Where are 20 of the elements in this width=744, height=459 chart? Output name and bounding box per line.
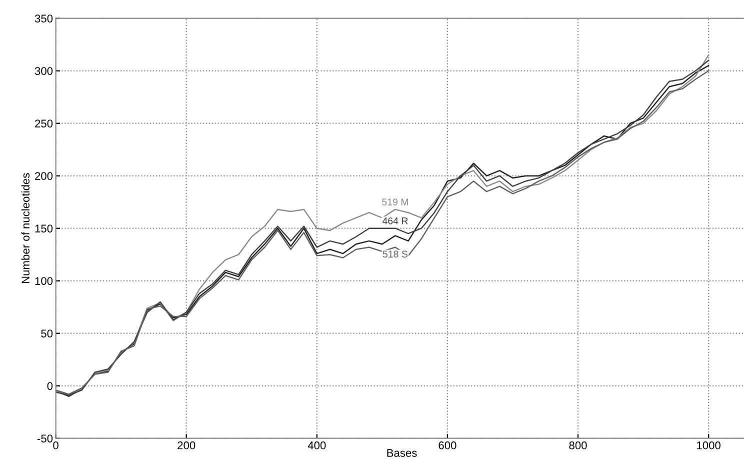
x-tick-label: 0	[53, 441, 58, 450]
y-tick-label: 150	[35, 224, 53, 232]
series-label: 518 S	[382, 250, 408, 258]
y-axis-title: Number of nucleotides	[21, 173, 30, 284]
y-tick-label: 250	[35, 120, 53, 128]
x-tick-label: 600	[438, 441, 456, 450]
y-tick-label: 50	[41, 330, 53, 338]
y-tick-label: 100	[35, 277, 53, 285]
series-label: 519 M	[382, 198, 408, 206]
x-tick-label: 800	[569, 441, 587, 450]
y-tick-label: 350	[34, 14, 53, 22]
x-tick-label: 200	[178, 441, 196, 450]
y-tick-label: -50	[37, 434, 53, 442]
x-tick-label: 400	[308, 441, 326, 450]
y-tick-label: 200	[35, 172, 53, 180]
x-axis-title: Bases	[387, 449, 417, 457]
x-tick-label: 1000	[697, 441, 720, 450]
series-label: 464 R	[382, 217, 408, 224]
y-tick-label: 300	[34, 67, 53, 75]
y-tick-label: 0	[47, 382, 53, 390]
